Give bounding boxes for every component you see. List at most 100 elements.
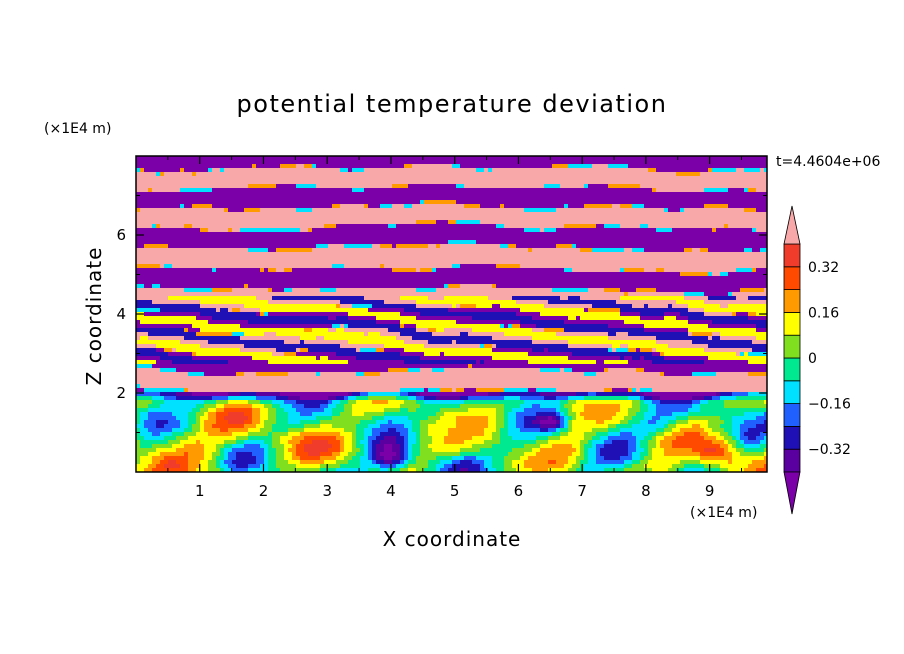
field-cell [572, 156, 577, 161]
field-cell [528, 220, 533, 225]
field-cell [228, 204, 233, 209]
field-cell [336, 276, 341, 281]
field-cell [692, 192, 697, 197]
field-cell [224, 276, 229, 281]
field-cell [268, 252, 273, 257]
field-cell [744, 268, 749, 273]
field-cell [512, 264, 517, 269]
field-cell [220, 216, 225, 221]
field-cell [440, 232, 445, 237]
field-cell [468, 204, 473, 209]
field-cell [760, 208, 765, 213]
field-cell [708, 176, 713, 181]
field-cell [640, 276, 645, 281]
field-cell [216, 176, 221, 181]
field-cell [204, 260, 209, 265]
field-cell [292, 240, 297, 245]
field-cell [588, 256, 593, 261]
field-cell [560, 248, 565, 253]
field-cell [528, 216, 533, 221]
field-cell [700, 180, 705, 185]
field-cell [560, 184, 565, 189]
field-cell [488, 232, 493, 237]
field-cell [140, 280, 145, 285]
field-cell [380, 212, 385, 217]
field-cell [208, 220, 213, 225]
field-cell [632, 228, 637, 233]
field-cell [288, 212, 293, 217]
field-cell [456, 236, 461, 241]
field-cell [248, 156, 253, 161]
field-cell [616, 276, 621, 281]
field-cell [312, 280, 317, 285]
field-cell [176, 196, 181, 201]
field-cell [352, 188, 357, 193]
field-cell [696, 248, 701, 253]
field-cell [244, 272, 249, 277]
field-cell [164, 264, 169, 269]
field-cell [196, 160, 201, 165]
field-cell [652, 276, 657, 281]
field-cell [652, 156, 657, 161]
field-cell [736, 252, 741, 257]
field-cell [688, 260, 693, 265]
field-cell [304, 276, 309, 281]
field-cell [496, 192, 501, 197]
field-cell [668, 240, 673, 245]
field-cell [196, 156, 201, 161]
field-cell [268, 232, 273, 237]
field-cell [440, 236, 445, 241]
field-cell [516, 188, 521, 193]
field-cell [396, 216, 401, 221]
field-cell [376, 212, 381, 217]
field-cell [616, 232, 621, 237]
field-cell [688, 212, 693, 217]
field-cell [384, 260, 389, 265]
field-cell [568, 204, 573, 209]
field-cell [692, 220, 697, 225]
field-cell [464, 184, 469, 189]
field-cell [588, 244, 593, 249]
field-cell [308, 172, 313, 177]
field-cell [144, 264, 149, 269]
field-cell [280, 260, 285, 265]
field-cell [172, 188, 177, 193]
field-cell [300, 164, 305, 169]
field-cell [352, 228, 357, 233]
field-cell [428, 196, 433, 201]
field-cell [372, 264, 377, 269]
field-cell [736, 240, 741, 245]
field-cell [680, 268, 685, 273]
field-cell [672, 212, 677, 217]
field-cell [408, 232, 413, 237]
field-cell [656, 240, 661, 245]
field-cell [728, 252, 733, 257]
field-cell [572, 240, 577, 245]
field-cell [520, 276, 525, 281]
field-cell [604, 160, 609, 165]
field-cell [136, 256, 141, 261]
field-cell [300, 268, 305, 273]
field-cell [268, 204, 273, 209]
field-cell [692, 236, 697, 241]
field-cell [256, 276, 261, 281]
field-cell [308, 196, 313, 201]
field-cell [376, 240, 381, 245]
field-cell [612, 268, 617, 273]
field-cell [692, 184, 697, 189]
field-cell [456, 220, 461, 225]
field-cell [172, 216, 177, 221]
field-cell [368, 272, 373, 277]
field-cell [552, 196, 557, 201]
field-cell [528, 176, 533, 181]
field-cell [556, 156, 561, 161]
field-cell [416, 216, 421, 221]
field-cell [700, 224, 705, 229]
field-cell [716, 260, 721, 265]
field-cell [608, 204, 613, 209]
field-cell [364, 208, 369, 213]
field-cell [516, 260, 521, 265]
field-cell [700, 208, 705, 213]
field-cell [676, 228, 681, 233]
field-cell [328, 156, 333, 161]
